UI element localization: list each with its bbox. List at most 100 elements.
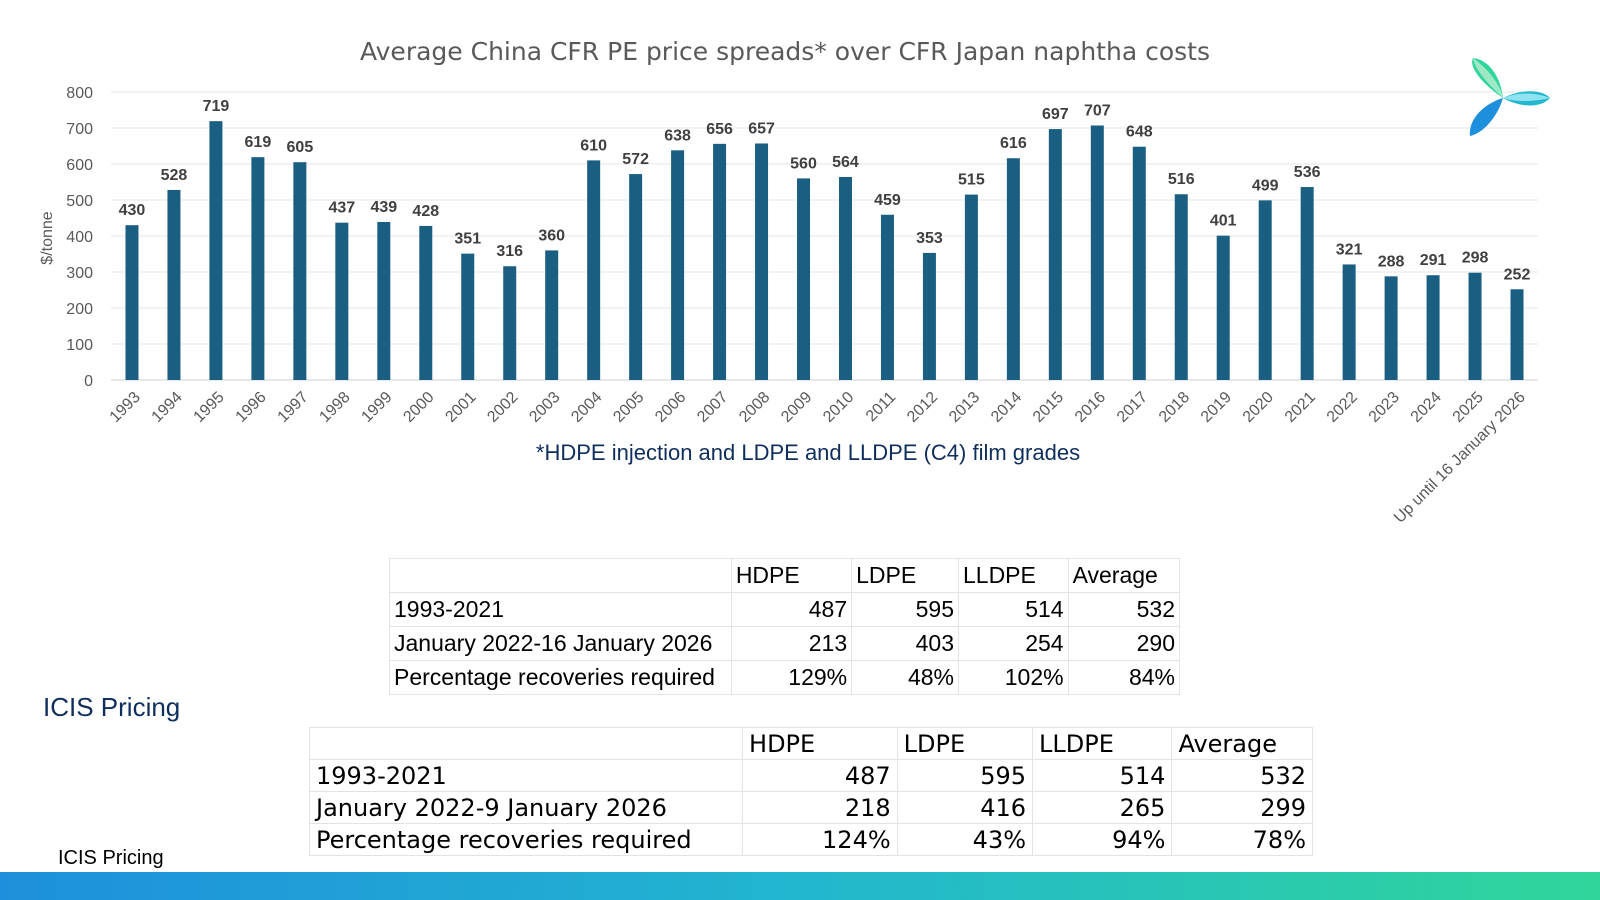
table-cell: 416	[896, 791, 1034, 824]
table-cell: 129%	[730, 660, 853, 695]
y-tick-label: 700	[66, 121, 93, 138]
table-header-row: HDPE LDPE LLDPE Average	[308, 727, 1313, 760]
table-cell: 595	[851, 592, 959, 627]
bar-2008	[755, 143, 769, 380]
data-label: 528	[161, 167, 188, 184]
y-tick-label: 0	[84, 373, 93, 390]
y-axis-ticks: 0 100 200 300 400 500 600 700 800	[66, 85, 93, 390]
source-label: ICIS Pricing	[43, 692, 181, 722]
x-tick-label: 2018	[1156, 389, 1193, 426]
table-row: January 2022-16 January 2026 213 403 254 290	[389, 626, 1181, 661]
bar-chart: 0 100 200 300 400 500 600 700 800 430 528 719 619 60…	[39, 37, 1550, 527]
data-label: 288	[1378, 253, 1405, 270]
table-cell: 94%	[1032, 823, 1173, 856]
bar-1995	[209, 121, 223, 380]
data-label: 564	[832, 154, 859, 171]
row-label: January 2022-16 January 2026	[389, 626, 732, 661]
table-header-row: HDPE LDPE LLDPE Average	[389, 558, 1181, 593]
x-tick-label: 2021	[1282, 389, 1319, 426]
data-label: 516	[1168, 171, 1195, 188]
bar-1998	[335, 222, 349, 380]
bar-2014	[1006, 158, 1020, 380]
bar-2015	[1048, 129, 1062, 380]
row-label: January 2022-9 January 2026	[308, 791, 744, 824]
data-label: 291	[1420, 252, 1447, 269]
table-cell: 299	[1171, 791, 1313, 824]
footer-gradient-bar	[0, 872, 1600, 900]
x-tick-label: 2025	[1450, 389, 1487, 426]
table-cell: 43%	[896, 823, 1034, 856]
bar-2009	[797, 178, 811, 380]
bar-1997	[293, 162, 307, 380]
x-tick-label: 2023	[1366, 389, 1403, 426]
x-tick-label: 2017	[1114, 389, 1151, 426]
bar-2001	[461, 253, 475, 380]
data-label: 605	[287, 139, 314, 156]
row-label: Percentage recoveries required	[308, 823, 744, 856]
bar-2002	[503, 266, 517, 380]
data-label: 536	[1294, 164, 1321, 181]
row-label: 1993-2021	[308, 759, 744, 792]
column-header: LLDPE	[1032, 727, 1173, 760]
tri-petal-logo-icon	[1469, 58, 1550, 136]
data-label: 616	[1000, 135, 1027, 152]
bar-2000	[419, 225, 433, 380]
data-label: 353	[916, 230, 943, 247]
x-tick-label: 2001	[442, 389, 479, 426]
table-cell: 403	[851, 626, 959, 661]
x-tick-label: 2013	[946, 389, 983, 426]
table-cell: 290	[1067, 626, 1181, 661]
x-tick-label: 2006	[652, 389, 689, 426]
bar-2004	[587, 160, 601, 380]
x-tick-label: 2005	[610, 389, 647, 426]
column-header: Average	[1067, 558, 1181, 593]
column-header: HDPE	[742, 727, 898, 760]
x-tick-label: 2012	[904, 389, 941, 426]
bar-1993	[125, 225, 139, 380]
bar-2019	[1216, 235, 1230, 380]
bar-2010	[838, 176, 852, 380]
x-tick-label: 2004	[568, 389, 605, 426]
chart-footnote: *HDPE injection and LDPE and LLDPE (C4) …	[536, 440, 1080, 465]
x-tick-label: 1994	[149, 389, 186, 426]
table-row: 1993-2021 487 595 514 532	[308, 759, 1313, 792]
table-cell: 514	[957, 592, 1069, 627]
x-tick-label: 2009	[778, 389, 815, 426]
x-tick-label: 1998	[316, 389, 353, 426]
x-tick-label: 2000	[400, 389, 437, 426]
x-tick-label: 2008	[736, 389, 773, 426]
data-label: 437	[328, 200, 355, 217]
bar-2012	[922, 252, 936, 380]
bar-2020	[1258, 200, 1272, 380]
data-label: 321	[1336, 241, 1363, 258]
table-cell: 595	[896, 759, 1034, 792]
data-label: 515	[958, 172, 985, 189]
column-header: HDPE	[730, 558, 853, 593]
table-row: January 2022-9 January 2026 218 416 265 299	[308, 791, 1313, 824]
column-header	[389, 558, 732, 593]
x-tick-label: 1996	[233, 389, 270, 426]
column-header: LDPE	[851, 558, 959, 593]
x-tick-label: 2003	[526, 389, 563, 426]
table-cell: 254	[957, 626, 1069, 661]
bar-2007	[713, 143, 727, 380]
y-axis-label: $/tonne	[39, 211, 56, 264]
bar-1999	[377, 221, 391, 380]
table-cell: 213	[730, 626, 853, 661]
data-label: 499	[1252, 177, 1279, 194]
x-tick-label: 2011	[863, 389, 899, 425]
y-tick-label: 600	[66, 157, 93, 174]
table-cell: 532	[1171, 759, 1313, 792]
data-label: 656	[706, 121, 733, 138]
table-cell: 265	[1032, 791, 1173, 824]
y-tick-label: 200	[66, 301, 93, 318]
bar-2017	[1132, 146, 1146, 380]
bar-series	[125, 121, 1524, 380]
y-tick-label: 800	[66, 85, 93, 102]
data-label: 560	[790, 155, 817, 172]
row-label: Percentage recoveries required	[389, 660, 732, 695]
bar-2016	[1090, 125, 1104, 380]
x-tick-label: 2010	[820, 389, 857, 426]
bar-2013	[964, 194, 978, 380]
x-tick-label: 2014	[988, 389, 1025, 426]
